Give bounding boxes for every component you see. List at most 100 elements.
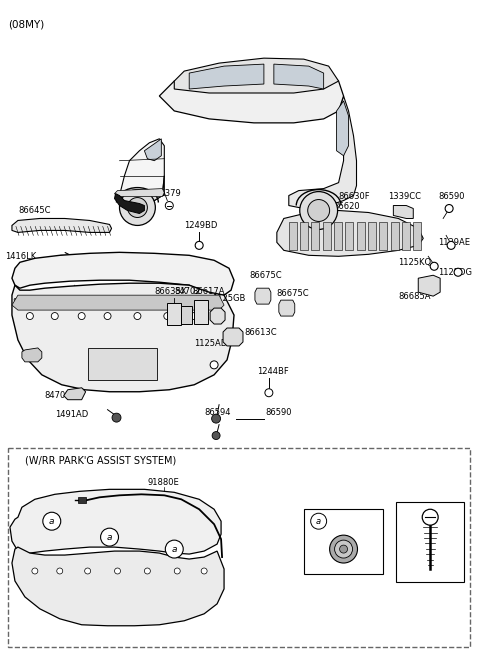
Circle shape [195, 242, 203, 250]
Text: 1125KQ: 1125KQ [398, 258, 432, 267]
Text: 86379: 86379 [155, 189, 181, 197]
Circle shape [191, 312, 198, 320]
Text: 86613C: 86613C [244, 328, 276, 338]
Bar [8, 448, 470, 647]
Bar [289, 222, 297, 250]
Polygon shape [12, 218, 111, 232]
Bar [78, 497, 85, 503]
Bar [300, 222, 308, 250]
Circle shape [174, 568, 180, 574]
Polygon shape [10, 489, 221, 554]
Bar [357, 222, 365, 250]
Text: a: a [316, 517, 321, 526]
Circle shape [120, 189, 156, 226]
Polygon shape [189, 64, 264, 89]
Circle shape [78, 312, 85, 320]
Circle shape [165, 540, 183, 558]
Polygon shape [120, 139, 164, 203]
Text: 1125AD: 1125AD [194, 339, 228, 348]
Polygon shape [277, 211, 423, 256]
Text: a: a [171, 545, 177, 553]
Bar [181, 306, 192, 324]
Polygon shape [12, 547, 224, 626]
Text: a: a [107, 533, 112, 542]
Text: (W/RR PARK'G ASSIST SYSTEM): (W/RR PARK'G ASSIST SYSTEM) [25, 455, 176, 465]
Text: 1125DG: 1125DG [438, 268, 472, 277]
Text: 86635X: 86635X [155, 287, 187, 296]
Bar [334, 222, 342, 250]
Circle shape [43, 512, 61, 530]
Circle shape [308, 199, 330, 222]
Bar [346, 222, 353, 250]
Bar [391, 222, 398, 250]
Text: 1416LK: 1416LK [5, 252, 36, 261]
Polygon shape [393, 205, 413, 218]
Circle shape [339, 545, 348, 553]
Bar [88, 348, 157, 380]
Circle shape [201, 568, 207, 574]
Circle shape [212, 432, 220, 440]
Polygon shape [115, 193, 144, 213]
Circle shape [216, 312, 223, 320]
Text: 86611A: 86611A [12, 298, 44, 307]
Text: 86594: 86594 [204, 408, 231, 417]
Bar [402, 222, 410, 250]
Polygon shape [174, 58, 338, 93]
Text: (08MY): (08MY) [8, 19, 44, 29]
Text: 86590: 86590 [265, 408, 291, 417]
Circle shape [101, 528, 119, 546]
Circle shape [128, 197, 147, 218]
Circle shape [430, 262, 438, 270]
Circle shape [115, 568, 120, 574]
Circle shape [164, 312, 171, 320]
Circle shape [51, 312, 58, 320]
Bar [312, 222, 319, 250]
Circle shape [454, 268, 462, 276]
Circle shape [134, 312, 141, 320]
Text: 1339CC: 1339CC [388, 191, 421, 201]
Text: 86675C: 86675C [277, 289, 310, 298]
Polygon shape [12, 252, 234, 295]
Polygon shape [22, 348, 42, 362]
Text: 86617A: 86617A [192, 287, 225, 296]
Circle shape [144, 568, 150, 574]
Text: 86675C: 86675C [249, 271, 282, 280]
Polygon shape [159, 63, 344, 123]
Bar [396, 502, 464, 582]
Polygon shape [336, 101, 348, 156]
Circle shape [104, 312, 111, 320]
Circle shape [447, 242, 455, 250]
Polygon shape [12, 295, 224, 310]
Circle shape [212, 414, 221, 423]
Polygon shape [64, 388, 85, 400]
Polygon shape [274, 64, 324, 89]
Text: 86630F: 86630F [338, 191, 370, 201]
Text: 86645C: 86645C [18, 207, 50, 216]
Circle shape [422, 509, 438, 525]
Circle shape [210, 361, 218, 369]
Bar [168, 303, 181, 325]
Bar [304, 509, 384, 574]
Text: 1125GB: 1125GB [212, 294, 245, 303]
Circle shape [300, 191, 337, 230]
Text: 86620: 86620 [334, 201, 360, 211]
Text: 86590: 86590 [438, 191, 465, 201]
Circle shape [112, 413, 121, 422]
Circle shape [311, 513, 326, 529]
Polygon shape [120, 175, 164, 203]
Text: 86685A: 86685A [398, 292, 431, 301]
Text: 1244BF: 1244BF [257, 367, 288, 376]
Bar [323, 222, 331, 250]
Text: 1249BD: 1249BD [184, 221, 217, 230]
Circle shape [335, 540, 352, 558]
Text: 84702: 84702 [45, 391, 72, 401]
Circle shape [445, 205, 453, 213]
Polygon shape [223, 328, 243, 346]
Polygon shape [279, 300, 295, 316]
Text: a: a [49, 517, 55, 526]
Polygon shape [144, 139, 161, 161]
Circle shape [26, 312, 34, 320]
Polygon shape [12, 283, 234, 392]
Text: 1491AD: 1491AD [55, 410, 88, 419]
Bar [379, 222, 387, 250]
